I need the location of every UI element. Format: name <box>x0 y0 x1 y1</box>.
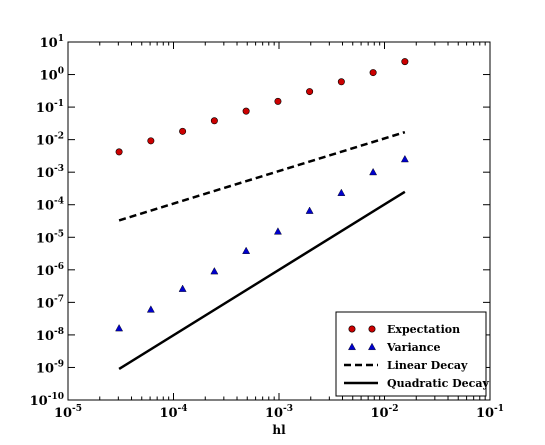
quadratic-decay-line <box>118 190 406 371</box>
x-axis-label: hl <box>272 423 286 437</box>
y-tick-label: 10-8 <box>36 327 64 344</box>
legend-marker <box>368 342 376 350</box>
y-tick-label: 10-1 <box>36 99 64 116</box>
legend-marker <box>348 325 356 333</box>
legend-label: Expectation <box>387 323 460 336</box>
x-tick-label: 10-3 <box>265 404 293 421</box>
x-tick-label: 10-1 <box>476 404 504 421</box>
y-tick-label: 10-9 <box>36 359 64 376</box>
legend-marker <box>348 342 356 350</box>
variance-point <box>178 284 187 292</box>
legend-label: Linear Decay <box>387 359 468 372</box>
expectation-point <box>337 78 345 86</box>
variance-point <box>337 188 346 196</box>
y-tick-label: 10-5 <box>36 229 64 246</box>
variance-point <box>369 167 378 176</box>
linear-decay-line <box>118 130 406 222</box>
variance-point <box>210 267 219 275</box>
variance-point <box>273 227 282 235</box>
x-tick-label: 10-4 <box>159 404 187 421</box>
axis-ticks <box>67 41 491 401</box>
expectation-point <box>369 69 377 77</box>
expectation-point <box>306 88 314 96</box>
variance-point <box>400 155 409 163</box>
y-tick-label: 10-3 <box>36 164 64 181</box>
expectation-point <box>179 127 187 135</box>
y-tick-label: 101 <box>40 34 64 51</box>
y-tick-label: 100 <box>40 67 64 84</box>
expectation-point <box>242 107 250 115</box>
expectation-point <box>115 148 123 156</box>
legend-label: Variance <box>386 341 440 354</box>
y-tick-label: 10-7 <box>36 294 64 311</box>
y-tick-label: 10-6 <box>36 262 64 279</box>
legend-marker <box>368 325 376 333</box>
variance-point <box>115 324 124 332</box>
legend: Expectation Variance Linear Decay Quadratic… <box>335 311 489 397</box>
expectation-point <box>274 97 282 105</box>
x-tick-label: 10-5 <box>54 404 82 421</box>
series-layer <box>115 58 409 371</box>
legend-label: Quadratic Decay <box>387 377 489 390</box>
y-tick-label: 10-10 <box>30 392 64 409</box>
expectation-point <box>401 58 409 66</box>
axis-tick-labels: 10-5 10-4 10-3 10-2 10-1 10-10 10-9 10-8 10-7 10-… <box>30 34 504 421</box>
y-tick-label: 10-4 <box>36 197 64 214</box>
expectation-point <box>147 137 155 145</box>
expectation-point <box>210 117 218 125</box>
variance-point <box>242 246 251 254</box>
y-tick-label: 10-2 <box>36 132 64 149</box>
x-tick-label: 10-2 <box>370 404 398 421</box>
variance-point <box>305 206 314 214</box>
variance-point <box>146 305 155 313</box>
